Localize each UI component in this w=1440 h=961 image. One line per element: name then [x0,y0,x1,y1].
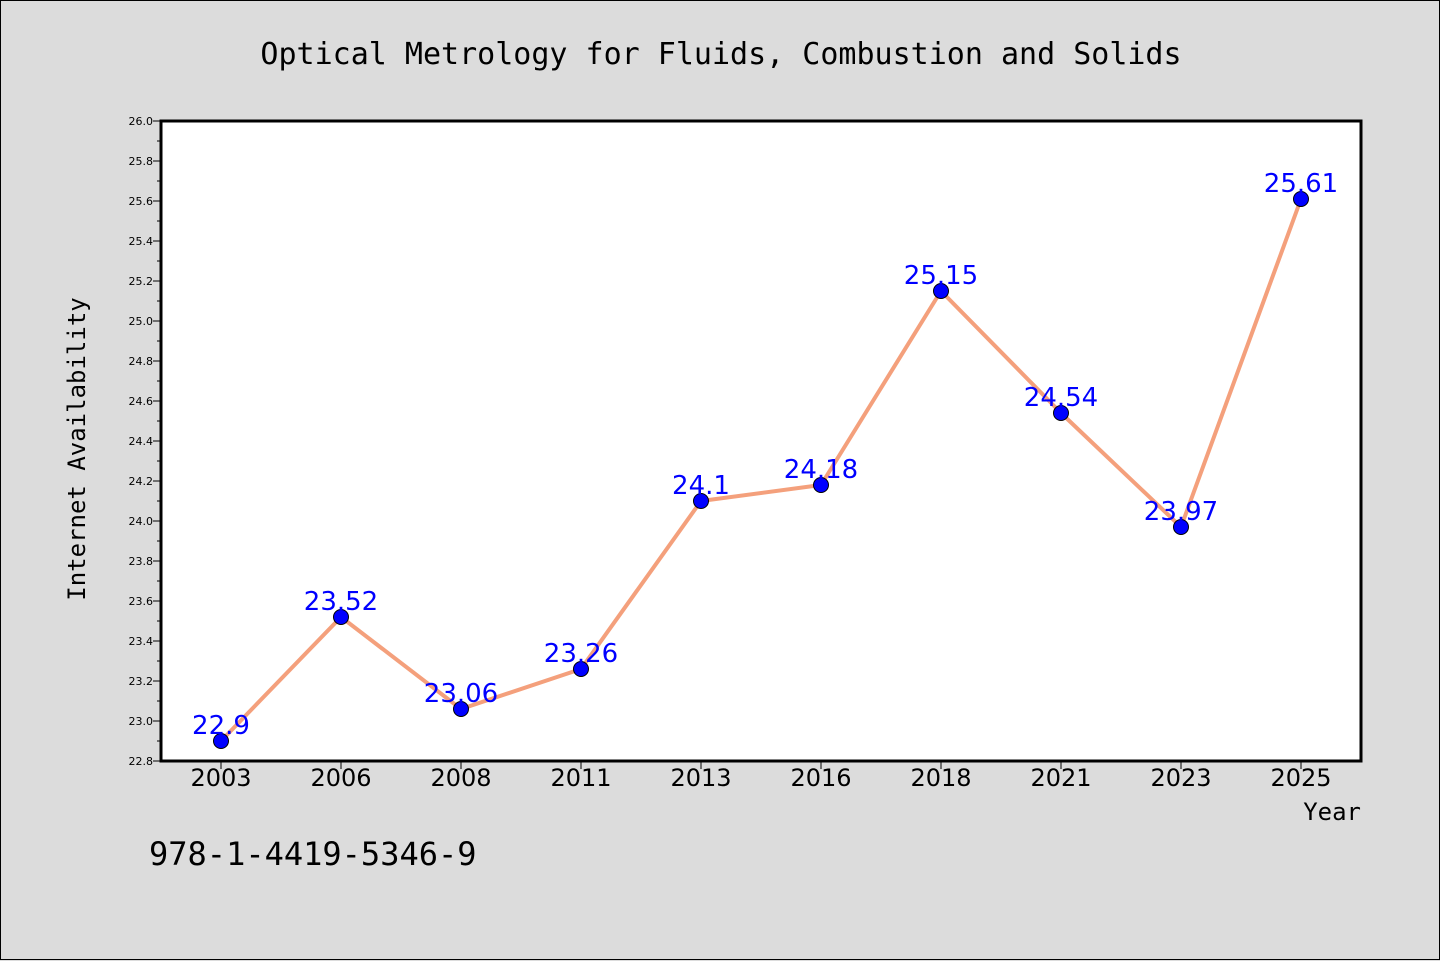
y-tick-label: 26.0 [129,115,154,128]
y-tick-label: 24.0 [129,515,154,528]
y-tick-label: 25.4 [129,235,154,248]
data-label: 25.61 [1264,169,1338,199]
data-point [693,493,709,509]
y-tick-label: 23.6 [129,595,154,608]
x-tick-label: 2011 [550,764,611,792]
y-tick-label: 24.8 [129,355,154,368]
y-tick-label: 23.2 [129,675,154,688]
data-point [333,609,349,625]
data-point [813,477,829,493]
data-point [1053,405,1069,421]
data-point [213,733,229,749]
chart-title: Optical Metrology for Fluids, Combustion… [260,37,1181,72]
x-tick-label: 2025 [1270,764,1331,792]
x-tick-label: 2013 [670,764,731,792]
data-point [1173,519,1189,535]
y-tick-label: 24.6 [129,395,154,408]
data-point [573,661,589,677]
y-axis-ticks: 22.8 23.0 23.2 23.4 23.6 23.8 24.0 24.2 24.4 24.6… [129,115,161,768]
series-line [219,197,1303,743]
data-label: 25.15 [904,261,978,291]
x-tick-label: 2016 [790,764,851,792]
data-label: 23.26 [544,639,618,669]
y-tick-label: 25.6 [129,195,154,208]
plot-area [161,121,1361,761]
y-tick-label: 25.2 [129,275,154,288]
x-tick-label: 2018 [910,764,971,792]
x-tick-label: 2003 [190,764,251,792]
data-labels: 22.9 23.52 23.06 23.26 24.1 24.18 25.15 24.54 23… [192,169,1338,741]
y-tick-label: 22.8 [129,755,154,768]
x-tick-label: 2023 [1150,764,1211,792]
x-tick-label: 2008 [430,764,491,792]
y-tick-label: 25.0 [129,315,154,328]
data-point [1293,191,1309,207]
y-tick-label: 23.8 [129,555,154,568]
data-point [933,283,949,299]
x-axis-label: Year [1303,798,1361,826]
data-label: 24.1 [672,471,730,501]
x-tick-label: 2006 [310,764,371,792]
y-axis-label: Internet Availability [63,297,91,600]
y-tick-label: 23.4 [129,635,154,648]
x-tick-label: 2021 [1030,764,1091,792]
y-tick-label: 25.8 [129,155,154,168]
series-markers [213,191,1309,749]
data-point [453,701,469,717]
data-label: 24.54 [1024,383,1098,413]
x-axis-ticks: 2003 2006 2008 2011 2013 2016 2018 2021 2023 2025 [190,761,1332,792]
plot-frame [159,119,1363,763]
data-label: 23.06 [424,679,498,709]
y-tick-label: 24.2 [129,475,154,488]
data-label: 24.18 [784,455,858,485]
isbn-annotation: 978-1-4419-5346-9 [149,835,477,873]
y-tick-label: 24.4 [129,435,154,448]
data-label: 23.52 [304,587,378,617]
y-tick-label: 23.0 [129,715,154,728]
data-label: 22.9 [192,711,250,741]
data-label: 23.97 [1144,497,1218,527]
